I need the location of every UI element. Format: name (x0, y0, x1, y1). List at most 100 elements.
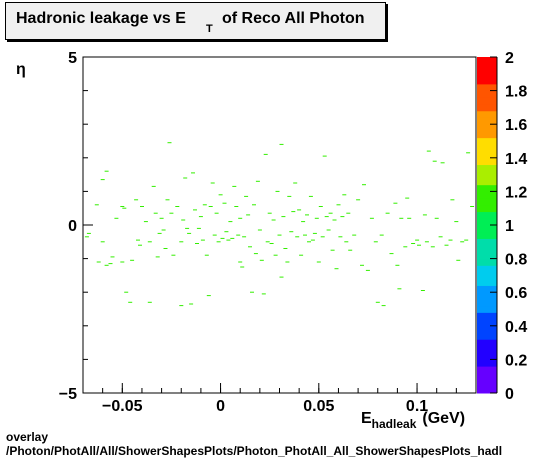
data-bin (214, 212, 219, 214)
data-bin (285, 261, 290, 263)
data-bin (108, 263, 113, 265)
data-bin (234, 206, 239, 207)
palette-tick-label: 1 (505, 218, 514, 235)
data-bin (265, 241, 270, 243)
data-bin (104, 264, 109, 266)
data-bin (279, 276, 284, 278)
data-bin (259, 259, 264, 261)
palette-swatch (477, 245, 497, 253)
data-bin (195, 243, 199, 244)
palette-swatch (477, 204, 497, 213)
palette-swatch (477, 177, 497, 186)
data-bin (360, 264, 364, 266)
data-bin (330, 249, 335, 251)
data-bin (422, 214, 427, 216)
data-bin (226, 239, 231, 241)
data-bin (454, 221, 459, 223)
data-bin (210, 182, 215, 184)
data-bin (189, 303, 194, 305)
palette-swatch (477, 157, 497, 166)
data-bin (397, 288, 402, 290)
data-bin (316, 261, 321, 263)
data-bin (417, 244, 421, 246)
data-bin (147, 241, 152, 243)
title-rest: of Reco All Photon (222, 10, 365, 27)
palette-swatch (477, 332, 497, 340)
palette-swatch (477, 339, 497, 347)
data-bin (430, 246, 435, 248)
palette-tick-label: 0 (505, 386, 514, 403)
data-bin (216, 241, 221, 243)
palette-swatch (477, 151, 497, 159)
data-bin (379, 234, 384, 236)
data-bin (261, 293, 266, 295)
palette-swatch (477, 352, 497, 360)
data-bin (136, 239, 140, 241)
data-bin (187, 232, 192, 234)
title-box: Hadronic leakage vs E T of Reco All Phot… (5, 2, 386, 40)
data-bin (202, 204, 207, 206)
palette-swatch (477, 130, 497, 139)
data-bin (395, 264, 400, 266)
title-main: Hadronic leakage vs E (16, 10, 186, 27)
data-bin (140, 206, 144, 207)
data-bin (246, 214, 251, 216)
palette-swatch (477, 366, 497, 374)
data-bin (403, 246, 408, 248)
data-bin (271, 219, 276, 221)
data-bin (151, 185, 156, 187)
palette-tick-label: 1.6 (505, 117, 527, 134)
data-bin (407, 217, 412, 219)
data-bin (346, 212, 351, 214)
data-bin (299, 254, 304, 256)
data-bin (373, 241, 378, 243)
palette-swatch (477, 372, 497, 381)
palette-tick-label: 0.4 (505, 319, 527, 336)
palette-swatch (477, 258, 497, 266)
data-bin (114, 217, 119, 219)
data-bin (301, 221, 306, 223)
data-bin (295, 236, 300, 238)
palette-swatch (477, 319, 497, 327)
data-bin (191, 172, 195, 174)
palette-swatch (477, 198, 497, 206)
data-bin (369, 217, 374, 219)
data-bin (218, 194, 223, 196)
data-bin (167, 142, 172, 144)
data-bin (279, 143, 284, 145)
palette-swatch (477, 386, 497, 394)
x-tick-label: −0.05 (102, 398, 143, 415)
data-bin (399, 217, 404, 219)
data-bin (362, 184, 366, 186)
data-bin (252, 204, 256, 206)
palette-swatch (477, 191, 497, 199)
data-bin (200, 239, 205, 241)
data-bin (175, 206, 180, 207)
data-bin (307, 241, 311, 243)
data-bin (312, 232, 317, 234)
data-bin (130, 259, 135, 261)
data-bin (204, 254, 209, 256)
palette-tick-label: 1.4 (505, 151, 527, 168)
data-bin (314, 217, 319, 219)
data-bin (94, 204, 99, 206)
x-axis-title: Ehadleak (GeV) (361, 410, 465, 430)
data-bin (464, 239, 469, 241)
palette-swatch (477, 272, 497, 280)
palette-swatch (477, 110, 497, 118)
data-bin (320, 236, 325, 238)
y-tick-label: −5 (59, 386, 77, 403)
data-bin (326, 229, 331, 231)
palette-swatch (477, 83, 497, 92)
data-bin (277, 234, 282, 236)
y-tick-label: 5 (68, 50, 77, 67)
footer-line2: /Photon/PhotAll/All/ShowerShapesPlots/Ph… (6, 444, 503, 458)
data-bin (365, 269, 370, 271)
data-bin (293, 182, 298, 184)
y-axis-title: η (16, 61, 26, 78)
data-bin (424, 241, 429, 243)
data-bin (169, 212, 174, 214)
data-bin (405, 197, 410, 199)
y-tick-label: 0 (68, 218, 77, 235)
data-bin (230, 237, 235, 239)
